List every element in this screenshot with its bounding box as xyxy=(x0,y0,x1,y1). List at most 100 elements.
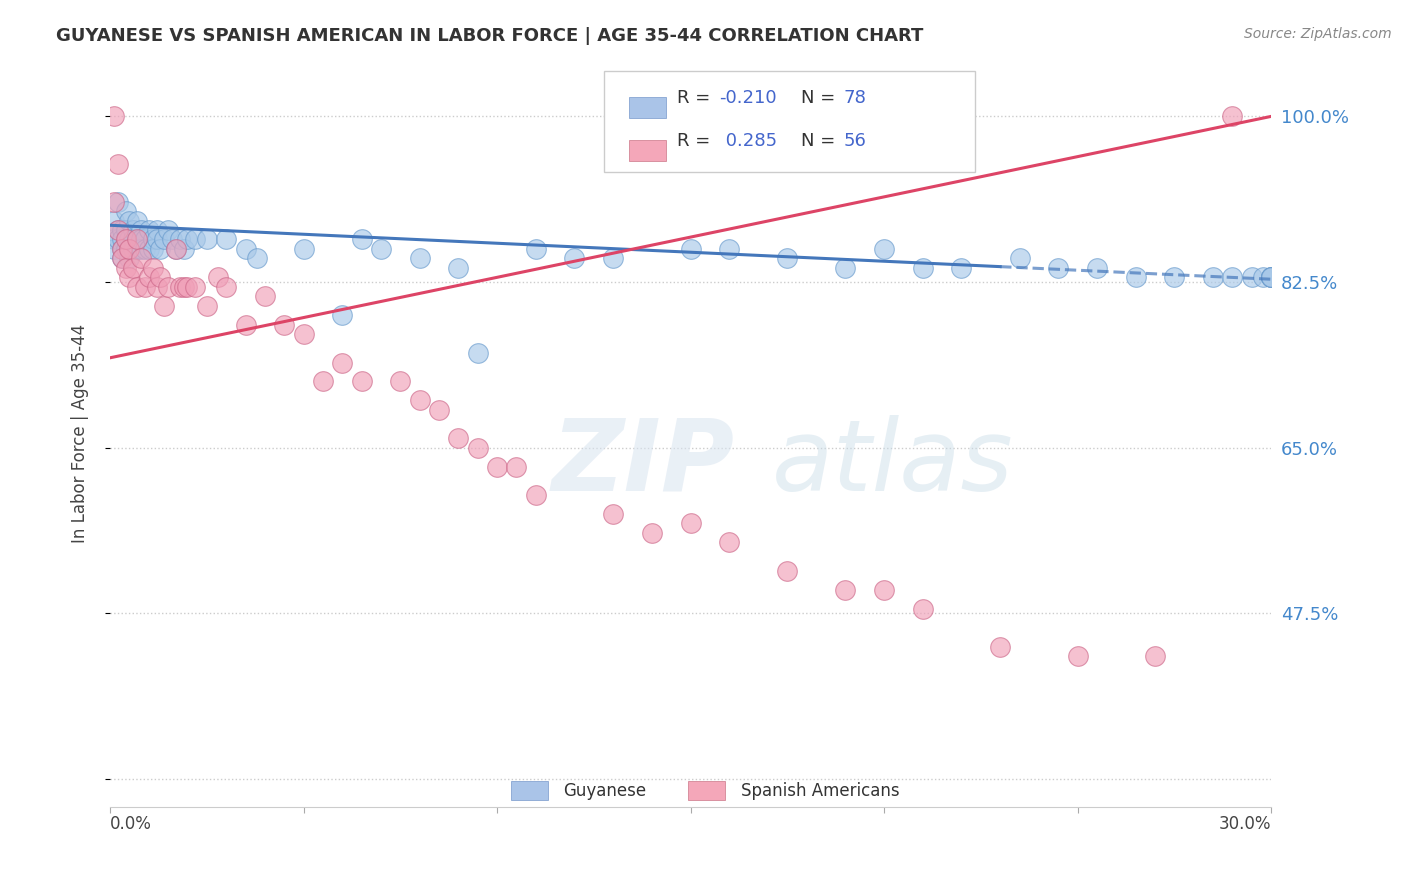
Point xyxy=(1008,252,1031,266)
Text: 30.0%: 30.0% xyxy=(1219,815,1271,833)
Point xyxy=(169,232,191,246)
Point xyxy=(157,280,180,294)
Point xyxy=(134,242,156,256)
Point xyxy=(176,232,198,246)
Point xyxy=(1143,648,1166,663)
Text: GUYANESE VS SPANISH AMERICAN IN LABOR FORCE | AGE 35-44 CORRELATION CHART: GUYANESE VS SPANISH AMERICAN IN LABOR FO… xyxy=(56,27,924,45)
Point xyxy=(134,280,156,294)
Point xyxy=(142,260,165,275)
Point xyxy=(160,232,183,246)
Point xyxy=(142,232,165,246)
Point xyxy=(1222,270,1244,285)
Point xyxy=(111,223,134,237)
Point xyxy=(103,232,125,246)
Point xyxy=(111,242,134,256)
Point xyxy=(467,346,489,360)
FancyBboxPatch shape xyxy=(628,140,666,161)
Point xyxy=(447,260,470,275)
Point xyxy=(127,232,149,246)
Point xyxy=(370,242,392,256)
Text: R =: R = xyxy=(676,88,716,106)
Text: -0.210: -0.210 xyxy=(720,88,778,106)
Point xyxy=(149,270,172,285)
Point xyxy=(114,242,136,256)
Point xyxy=(142,242,165,256)
Point xyxy=(103,194,125,209)
Point xyxy=(1260,270,1282,285)
Point xyxy=(911,601,934,615)
Point xyxy=(111,252,134,266)
Text: 78: 78 xyxy=(844,88,866,106)
Point xyxy=(1240,270,1263,285)
Point xyxy=(195,299,218,313)
Point xyxy=(235,242,257,256)
Point xyxy=(114,260,136,275)
Point xyxy=(118,232,141,246)
Point xyxy=(127,280,149,294)
Point xyxy=(107,223,129,237)
Point xyxy=(122,260,145,275)
Point xyxy=(215,280,238,294)
FancyBboxPatch shape xyxy=(603,70,974,172)
Point xyxy=(215,232,238,246)
Point xyxy=(1202,270,1225,285)
Point xyxy=(1047,260,1070,275)
Point xyxy=(602,252,624,266)
Text: Source: ZipAtlas.com: Source: ZipAtlas.com xyxy=(1244,27,1392,41)
Point xyxy=(602,507,624,521)
Point xyxy=(1260,270,1282,285)
Point xyxy=(138,242,160,256)
Point xyxy=(312,375,335,389)
Point xyxy=(114,232,136,246)
Point xyxy=(776,252,799,266)
Point xyxy=(118,252,141,266)
Point xyxy=(149,242,172,256)
Point xyxy=(330,308,353,322)
Point xyxy=(408,252,430,266)
Point xyxy=(834,582,856,597)
Point xyxy=(246,252,269,266)
Point xyxy=(467,441,489,455)
Point xyxy=(207,270,229,285)
Text: R =: R = xyxy=(676,131,716,150)
Point xyxy=(134,232,156,246)
Text: Guyanese: Guyanese xyxy=(562,782,645,800)
Text: atlas: atlas xyxy=(772,415,1014,512)
Point xyxy=(950,260,973,275)
FancyBboxPatch shape xyxy=(628,96,666,118)
Point xyxy=(129,252,152,266)
Point xyxy=(107,194,129,209)
Point xyxy=(114,232,136,246)
Point xyxy=(165,242,187,256)
Point xyxy=(273,318,295,332)
Point xyxy=(145,232,167,246)
Point xyxy=(107,157,129,171)
Point xyxy=(138,223,160,237)
Point xyxy=(114,223,136,237)
Point xyxy=(292,327,315,342)
Point xyxy=(389,375,412,389)
Point xyxy=(118,242,141,256)
Text: Spanish Americans: Spanish Americans xyxy=(741,782,898,800)
Text: 56: 56 xyxy=(844,131,866,150)
Point xyxy=(145,280,167,294)
Point xyxy=(1222,109,1244,123)
Point xyxy=(718,242,741,256)
FancyBboxPatch shape xyxy=(510,781,548,800)
Point xyxy=(169,280,191,294)
Point xyxy=(173,242,195,256)
Point xyxy=(718,535,741,549)
Point xyxy=(873,582,896,597)
Point xyxy=(1260,270,1282,285)
Point xyxy=(524,242,547,256)
Text: ZIP: ZIP xyxy=(551,415,734,512)
Text: 0.285: 0.285 xyxy=(720,131,776,150)
Point xyxy=(129,223,152,237)
Point xyxy=(138,270,160,285)
Point xyxy=(129,242,152,256)
Point xyxy=(111,232,134,246)
Point xyxy=(195,232,218,246)
Text: N =: N = xyxy=(801,131,841,150)
Point xyxy=(505,459,527,474)
Point xyxy=(122,232,145,246)
